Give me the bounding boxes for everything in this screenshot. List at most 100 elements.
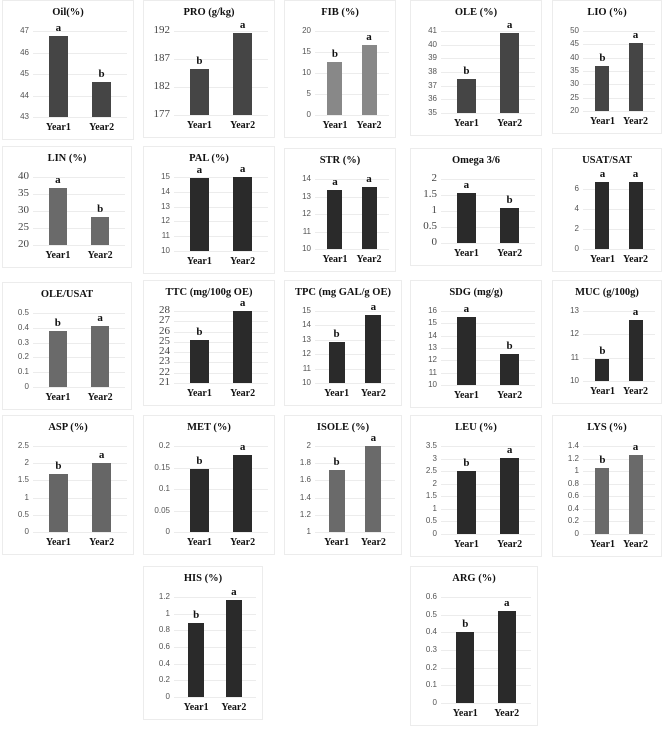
bar-year2: [233, 454, 253, 532]
y-tick-label: 20: [18, 238, 29, 250]
chart-panel-asp: ASP (%) 0 0.5 1 1.5 2 2.5 b Year1 a Year2: [2, 415, 134, 555]
gridline: [33, 31, 127, 32]
y-tick-label: 13: [302, 334, 311, 344]
y-tick-label: 38: [428, 67, 437, 76]
x-axis-label: Year1: [453, 248, 479, 259]
chart-title: PRO (g/kg): [183, 7, 235, 18]
significance-letter: a: [632, 167, 639, 180]
gridline: [174, 191, 268, 193]
gridline: [174, 59, 268, 60]
chart-title: FIB (%): [321, 7, 359, 18]
bar-year2: [91, 216, 110, 245]
y-tick-label: 16: [428, 306, 437, 315]
y-tick-label: 10: [302, 244, 311, 253]
y-tick-label: 1.4: [567, 441, 579, 450]
significance-letter: b: [333, 456, 340, 469]
y-tick-label: 0: [24, 382, 29, 391]
x-axis-label: Year1: [183, 702, 209, 713]
gridline: [33, 194, 125, 195]
y-tick-label: 4: [574, 204, 579, 213]
chart-panel-tpc: TPC (mg GAL/g OE) 10 11 12 13 14 15 b Year1 a Year…: [284, 280, 402, 406]
gridline: [441, 360, 535, 362]
gridline: [583, 31, 655, 32]
gridline: [583, 521, 655, 523]
significance-letter: b: [196, 325, 203, 338]
y-tick-label: 0.2: [567, 516, 579, 526]
plot-area: 0 0.05 0.1 0.15 0.2 b Year1 a Year2: [154, 441, 268, 548]
significance-letter: b: [333, 327, 340, 340]
chart-title: LIO (%): [587, 7, 627, 18]
gridline: [174, 510, 268, 512]
gridline: [33, 446, 127, 447]
chart-title: LYS (%): [587, 422, 627, 433]
gridline: [33, 514, 127, 516]
plot-area: 10 11 12 13 14 15 a Year1 a Year2: [161, 163, 268, 267]
chart-title: STR (%): [319, 155, 361, 166]
chart-panel-omega: Omega 3/6 0 0.5 1 1.5 2 a Year1 b Year2: [410, 148, 542, 266]
significance-letter: b: [55, 460, 62, 473]
gridline: [315, 514, 395, 516]
gridline: [174, 383, 268, 384]
x-axis-label: Year1: [45, 392, 71, 403]
y-tick-label: 1.4: [299, 492, 311, 502]
gridline: [583, 446, 655, 447]
significance-letter: a: [98, 448, 105, 461]
y-tick-label: 2: [574, 224, 579, 233]
significance-letter: a: [239, 297, 246, 309]
plot-area: 1 1.2 1.4 1.6 1.8 2 b Year1 a Year2: [300, 432, 395, 548]
gridline: [441, 335, 535, 337]
bar-year1: [327, 62, 343, 115]
gridline: [174, 489, 268, 490]
gridline: [174, 31, 268, 32]
y-tick-label: 0: [432, 529, 437, 538]
bar-year1: [456, 78, 476, 113]
y-tick-label: 0.6: [158, 642, 170, 651]
significance-letter: b: [98, 67, 105, 80]
significance-letter: a: [503, 597, 510, 610]
gridline: [441, 372, 535, 374]
gridline: [174, 221, 268, 223]
gridline: [441, 632, 531, 634]
bar-year2: [361, 45, 377, 115]
gridline: [315, 94, 389, 95]
x-axis-label: Year1: [186, 388, 212, 399]
bar-year1: [595, 358, 610, 381]
x-axis-label: Year2: [497, 390, 523, 401]
gridline: [441, 521, 535, 523]
gridline: [174, 630, 256, 632]
significance-letter: a: [332, 175, 338, 188]
bar-year1: [456, 470, 476, 534]
gridline: [583, 57, 655, 59]
plot-area: 10 11 12 13 b Year1 a Year2: [570, 306, 655, 397]
gridline: [174, 352, 268, 354]
bar-year1: [595, 65, 610, 111]
gridline: [441, 508, 535, 510]
gridline: [583, 111, 655, 112]
x-axis-label: Year2: [623, 254, 649, 265]
y-tick-label: 1.5: [17, 475, 29, 485]
y-tick-label: 0.2: [17, 352, 29, 362]
y-tick-label: 15: [428, 318, 437, 328]
gridline: [441, 667, 531, 669]
gridline: [441, 534, 535, 535]
y-tick-label: 24: [159, 345, 170, 358]
bar-year2: [628, 454, 643, 534]
gridline: [33, 387, 125, 388]
gridline: [583, 334, 655, 336]
y-tick-label: 11: [302, 226, 311, 236]
bar-year2: [361, 186, 377, 249]
significance-letter: a: [506, 443, 513, 456]
chart-title: OLE (%): [454, 7, 498, 18]
x-axis-label: Year1: [186, 120, 212, 131]
x-axis-label: Year2: [494, 708, 520, 719]
y-tick-label: 6: [574, 184, 579, 193]
bar-year2: [365, 315, 382, 383]
gridline: [315, 249, 389, 250]
gridline: [583, 311, 655, 312]
gridline: [315, 368, 395, 370]
y-tick-label: 0.4: [17, 322, 29, 332]
gridline: [583, 229, 655, 230]
bar-year2: [365, 446, 382, 532]
y-tick-label: 46: [20, 47, 29, 57]
gridline: [583, 249, 655, 250]
